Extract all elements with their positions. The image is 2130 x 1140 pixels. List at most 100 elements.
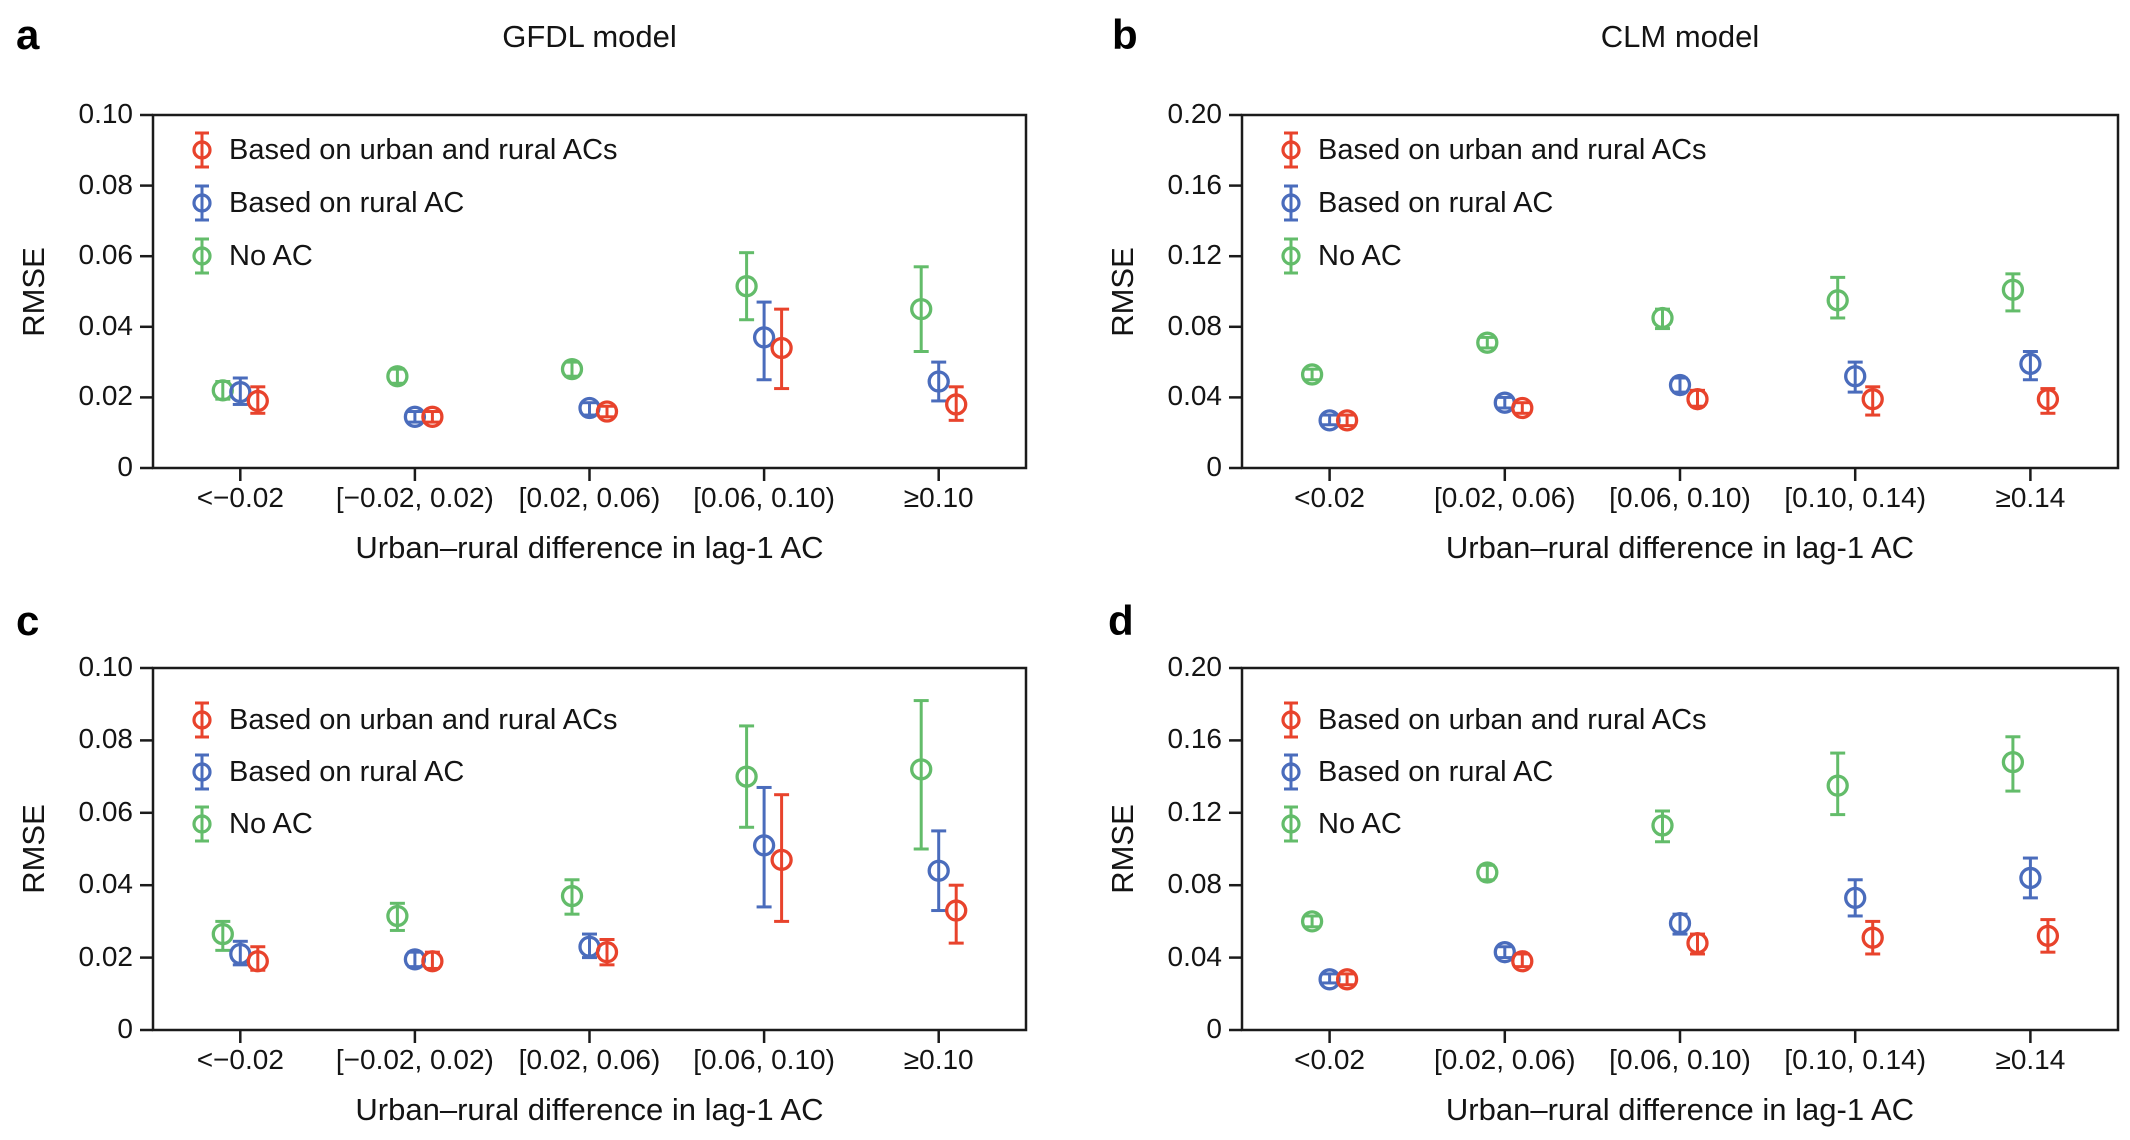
legend-label-no-ac: No AC (229, 239, 313, 272)
x-tick-label-d-1: [0.02, 0.06) (1433, 1044, 1576, 1075)
d-no-ac-point-1 (1476, 861, 1499, 884)
d-based-on-urban-and-rural-acs-point-4 (2036, 918, 2060, 954)
b-based-on-urban-and-rural-acs-point-1 (1511, 396, 1534, 420)
y-tick-label-a-4: 0.08 (78, 168, 134, 200)
legend-label-no-ac: No AC (1318, 239, 1402, 272)
legend-item-a-based-on-urban-and-rural-acs: Based on urban and rural ACs (189, 129, 618, 171)
legend-marker-based-on-urban-and-rural-acs (192, 701, 212, 739)
c-based-on-urban-and-rural-acs-point-0 (246, 945, 269, 973)
legend-item-a-no-ac: No AC (189, 235, 313, 277)
b-based-on-urban-and-rural-acs-point-4 (2036, 387, 2060, 415)
legend-item-c-no-ac: No AC (189, 803, 313, 845)
a-based-on-urban-and-rural-acs-point-3 (770, 307, 793, 391)
b-based-on-urban-and-rural-acs-point-2 (1686, 388, 1709, 411)
a-no-ac-point-1 (386, 365, 409, 388)
x-tick-label-a-0: <−0.02 (196, 482, 284, 513)
y-tick-label-b-1: 0.04 (1167, 380, 1223, 412)
x-tick-label-a-1: [−0.02, 0.02) (335, 482, 494, 513)
y-tick-label-b-2: 0.08 (1167, 309, 1223, 341)
c-based-on-urban-and-rural-acs-point-1 (421, 950, 444, 973)
a-no-ac-point-4 (910, 265, 933, 354)
x-axis-title-c: Urban–rural difference in lag-1 AC (355, 1092, 824, 1127)
x-tick-label-a-3: [0.06, 0.10) (693, 482, 835, 513)
d-no-ac-point-3 (1826, 751, 1849, 817)
legend-item-b-based-on-urban-and-rural-acs: Based on urban and rural ACs (1278, 129, 1707, 171)
c-no-ac-point-3 (735, 724, 758, 829)
y-axis-title-d: RMSE (1100, 668, 1146, 1030)
x-tick-label-a-2: [0.02, 0.06) (518, 482, 661, 513)
x-tick-label-d-0: <0.02 (1294, 1044, 1366, 1075)
b-based-on-rural-ac-point-4 (2019, 350, 2042, 382)
y-tick-label-d-5: 0.20 (1167, 651, 1223, 682)
y-tick-label-a-3: 0.06 (78, 239, 134, 271)
x-tick-label-a-4: ≥0.10 (903, 482, 974, 513)
legend-marker-no-ac (1281, 237, 1301, 275)
a-based-on-urban-and-rural-acs-point-1 (421, 405, 444, 428)
a-based-on-rural-ac-point-0 (229, 376, 252, 406)
y-tick-label-d-0: 0 (1206, 1013, 1222, 1044)
x-tick-label-b-3: [0.10, 0.14) (1784, 482, 1927, 513)
b-no-ac-point-2 (1651, 306, 1674, 331)
legend-item-d-no-ac: No AC (1278, 803, 1402, 845)
legend-marker-based-on-rural-ac (192, 753, 212, 791)
x-axis-title-b: Urban–rural difference in lag-1 AC (1445, 530, 1915, 565)
legend-marker-based-on-urban-and-rural-acs (1281, 131, 1301, 169)
x-tick-label-c-3: [0.06, 0.10) (693, 1044, 835, 1075)
legend-item-b-no-ac: No AC (1278, 235, 1402, 277)
b-based-on-rural-ac-point-3 (1844, 360, 1867, 394)
a-based-on-rural-ac-point-3 (752, 300, 776, 382)
d-based-on-rural-ac-point-4 (2019, 856, 2042, 900)
b-based-on-rural-ac-point-0 (1318, 409, 1341, 432)
b-based-on-urban-and-rural-acs-point-0 (1335, 409, 1359, 432)
x-tick-label-c-2: [0.02, 0.06) (518, 1044, 661, 1075)
c-based-on-urban-and-rural-acs-point-4 (945, 883, 968, 945)
a-no-ac-point-2 (560, 358, 584, 381)
d-based-on-rural-ac-point-3 (1844, 878, 1867, 918)
legend-item-c-based-on-urban-and-rural-acs: Based on urban and rural ACs (189, 699, 618, 741)
legend-label-based-on-urban-and-rural-acs: Based on urban and rural ACs (229, 703, 618, 736)
x-tick-label-d-4: ≥0.14 (1995, 1044, 2066, 1075)
y-tick-label-b-5: 0.20 (1167, 98, 1223, 129)
y-tick-label-c-0: 0 (117, 1013, 133, 1044)
y-tick-label-b-3: 0.12 (1167, 239, 1223, 271)
x-tick-label-d-3: [0.10, 0.14) (1784, 1044, 1927, 1075)
y-axis-title-b: RMSE (1100, 115, 1146, 468)
c-no-ac-point-0 (211, 919, 234, 952)
a-based-on-urban-and-rural-acs-point-0 (246, 385, 269, 415)
y-axis-title-a: RMSE (11, 115, 57, 468)
x-axis-title-a: Urban–rural difference in lag-1 AC (355, 530, 824, 565)
a-based-on-urban-and-rural-acs-point-4 (945, 385, 968, 422)
legend-item-d-based-on-rural-ac: Based on rural AC (1278, 751, 1553, 793)
legend-label-based-on-rural-ac: Based on rural AC (1318, 186, 1554, 219)
c-based-on-urban-and-rural-acs-point-3 (770, 793, 793, 923)
y-tick-label-c-2: 0.04 (78, 868, 134, 900)
b-based-on-urban-and-rural-acs-point-3 (1861, 385, 1884, 417)
y-tick-label-d-3: 0.12 (1167, 795, 1223, 827)
legend-label-based-on-urban-and-rural-acs: Based on urban and rural ACs (1318, 703, 1707, 736)
legend-marker-based-on-urban-and-rural-acs (192, 131, 212, 169)
d-based-on-urban-and-rural-acs-point-2 (1686, 931, 1709, 956)
x-tick-label-c-0: <−0.02 (196, 1044, 284, 1075)
plot-svg-b (1229, 113, 2120, 481)
x-tick-label-b-4: ≥0.14 (1995, 482, 2066, 513)
d-no-ac-point-0 (1300, 910, 1324, 933)
legend-label-based-on-rural-ac: Based on rural AC (229, 755, 465, 788)
a-based-on-rural-ac-point-4 (927, 360, 950, 403)
y-tick-label-a-2: 0.04 (78, 309, 134, 341)
d-based-on-rural-ac-point-2 (1668, 912, 1692, 936)
y-tick-label-a-0: 0 (117, 451, 133, 482)
legend-label-based-on-rural-ac: Based on rural AC (229, 186, 465, 219)
legend-marker-based-on-rural-ac (1281, 753, 1301, 791)
a-no-ac-point-3 (735, 251, 758, 322)
legend-label-no-ac: No AC (229, 807, 313, 840)
a-based-on-rural-ac-point-2 (578, 396, 601, 420)
legend-marker-based-on-rural-ac (192, 184, 212, 222)
legend-item-a-based-on-rural-ac: Based on rural AC (189, 182, 464, 224)
panel-title-a: GFDL model (502, 19, 677, 54)
legend-label-based-on-rural-ac: Based on rural AC (1318, 755, 1554, 788)
panel-letter-c: c (16, 597, 40, 644)
panel-letter-d: d (1108, 597, 1134, 644)
c-based-on-rural-ac-point-4 (927, 829, 950, 913)
plot-svg-a (140, 113, 1028, 481)
